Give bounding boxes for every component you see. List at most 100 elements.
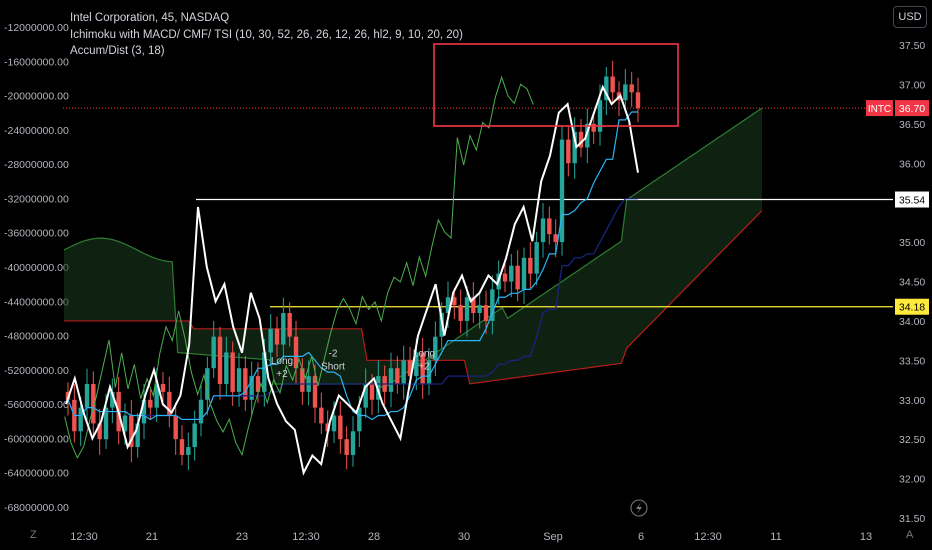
time-axis-label: 11 (770, 531, 781, 543)
candle-body (230, 352, 235, 392)
symbol-tag-label: INTC (868, 104, 891, 115)
candle-body (464, 297, 470, 321)
accum-axis-tick: -12000000.00 (4, 22, 69, 34)
candle-body (534, 242, 539, 274)
candle-body (566, 139, 571, 164)
candle-body (407, 360, 413, 377)
candle-body (515, 265, 520, 290)
price-axis-tick: 33.00 (899, 395, 925, 407)
candle-body (281, 313, 286, 345)
time-axis-label: 23 (236, 531, 248, 543)
candle-body (376, 376, 381, 400)
candle-body (274, 328, 280, 345)
candle-body (78, 407, 83, 432)
lightning-icon (630, 499, 648, 517)
candle-body (300, 368, 305, 392)
time-axis-label: 30 (458, 531, 470, 543)
candle-body (287, 313, 292, 337)
zoom-toggle-button[interactable]: Z (30, 529, 37, 541)
candle-body (224, 352, 229, 384)
candle-body (426, 360, 432, 384)
candle-body (319, 407, 324, 424)
candle-body (192, 423, 197, 448)
candle-body (604, 76, 609, 101)
accum-axis-tick: -16000000.00 (4, 56, 69, 68)
ichimoku-cloud (64, 108, 762, 389)
accum-axis-tick: -28000000.00 (4, 159, 69, 171)
accum-axis-tick: -32000000.00 (4, 193, 69, 205)
time-axis-label: 21 (146, 531, 158, 543)
price-tag (895, 191, 929, 208)
candle-body (509, 265, 514, 282)
candle-body (338, 415, 343, 440)
price-axis-tick: 33.50 (899, 355, 925, 367)
price-axis-tick: 34.00 (899, 316, 925, 328)
candle-body (553, 234, 558, 243)
candle-body (452, 297, 457, 306)
candle-body (243, 368, 248, 400)
price-tag-value: 34.18 (899, 302, 925, 314)
accum-axis-tick: -40000000.00 (4, 262, 69, 274)
signal-label-line2: +2 (276, 369, 288, 380)
price-tag (895, 298, 929, 315)
candle-body (629, 84, 634, 93)
price-tag (895, 100, 929, 117)
candle-body (198, 399, 204, 424)
candle-body (268, 328, 273, 353)
candle-body (186, 447, 191, 455)
candle-body (325, 423, 330, 432)
price-axis-tick: 31.50 (899, 513, 925, 525)
time-axis-label: 12:30 (292, 531, 320, 543)
time-axis-label: 12:30 (694, 531, 722, 543)
candle-body (433, 336, 438, 361)
candle-body (167, 391, 172, 416)
candle-body (135, 423, 140, 448)
price-axis-tick: 34.50 (899, 277, 925, 289)
candle-body (572, 131, 577, 164)
candle-body (91, 383, 96, 424)
accum-axis-tick: -56000000.00 (4, 399, 69, 411)
price-axis-tick: 36.00 (899, 158, 925, 170)
candle-body (141, 399, 147, 424)
signal-label-line1: Long (271, 356, 293, 367)
price-axis-tick: 37.50 (899, 40, 925, 52)
symbol-title[interactable]: Intel Corporation, 45, NASDAQ (70, 12, 230, 24)
candle-body (84, 383, 90, 408)
candle-body (591, 123, 596, 132)
candle-body (483, 305, 489, 321)
accum-axis-tick: -24000000.00 (4, 125, 69, 137)
candle-body (559, 139, 565, 243)
highlight-box (433, 43, 679, 127)
candle-body (293, 336, 299, 369)
accum-axis-tick: -60000000.00 (4, 433, 69, 445)
candle-body (331, 415, 337, 432)
indicator-accum-label[interactable]: Accum/Dist (3, 18) (70, 45, 165, 57)
candle-body (521, 257, 527, 290)
price-axis-tick: 35.00 (899, 237, 925, 249)
price-axis-tick: 32.50 (899, 434, 925, 446)
auto-scale-button[interactable]: A (906, 529, 914, 541)
indicator-ichimoku-label[interactable]: Ichimoku with MACD/ CMF/ TSI (10, 30, 52… (70, 28, 463, 41)
candle-body (458, 305, 463, 321)
candle-body (395, 368, 400, 384)
signal-label-line1: -2 (329, 348, 338, 359)
candle-body (103, 407, 109, 440)
price-tag-value: 36.70 (899, 103, 925, 115)
candle-body (211, 336, 216, 369)
time-axis-label: Sep (543, 531, 563, 543)
candle-body (635, 92, 641, 109)
candle-body (502, 273, 508, 282)
currency-button[interactable]: USD (893, 6, 927, 28)
accum-axis-tick: -36000000.00 (4, 228, 69, 240)
signal-label-line1: Long (413, 348, 435, 359)
candle-body (528, 257, 533, 274)
candle-body (148, 399, 153, 408)
accum-axis-tick: -68000000.00 (4, 502, 69, 514)
candle-body (585, 123, 590, 148)
candle-body (262, 352, 267, 392)
candle-body (160, 383, 166, 392)
time-axis-label: 13 (860, 531, 872, 543)
accum-axis-tick: -48000000.00 (4, 331, 69, 343)
candle-body (597, 100, 603, 132)
